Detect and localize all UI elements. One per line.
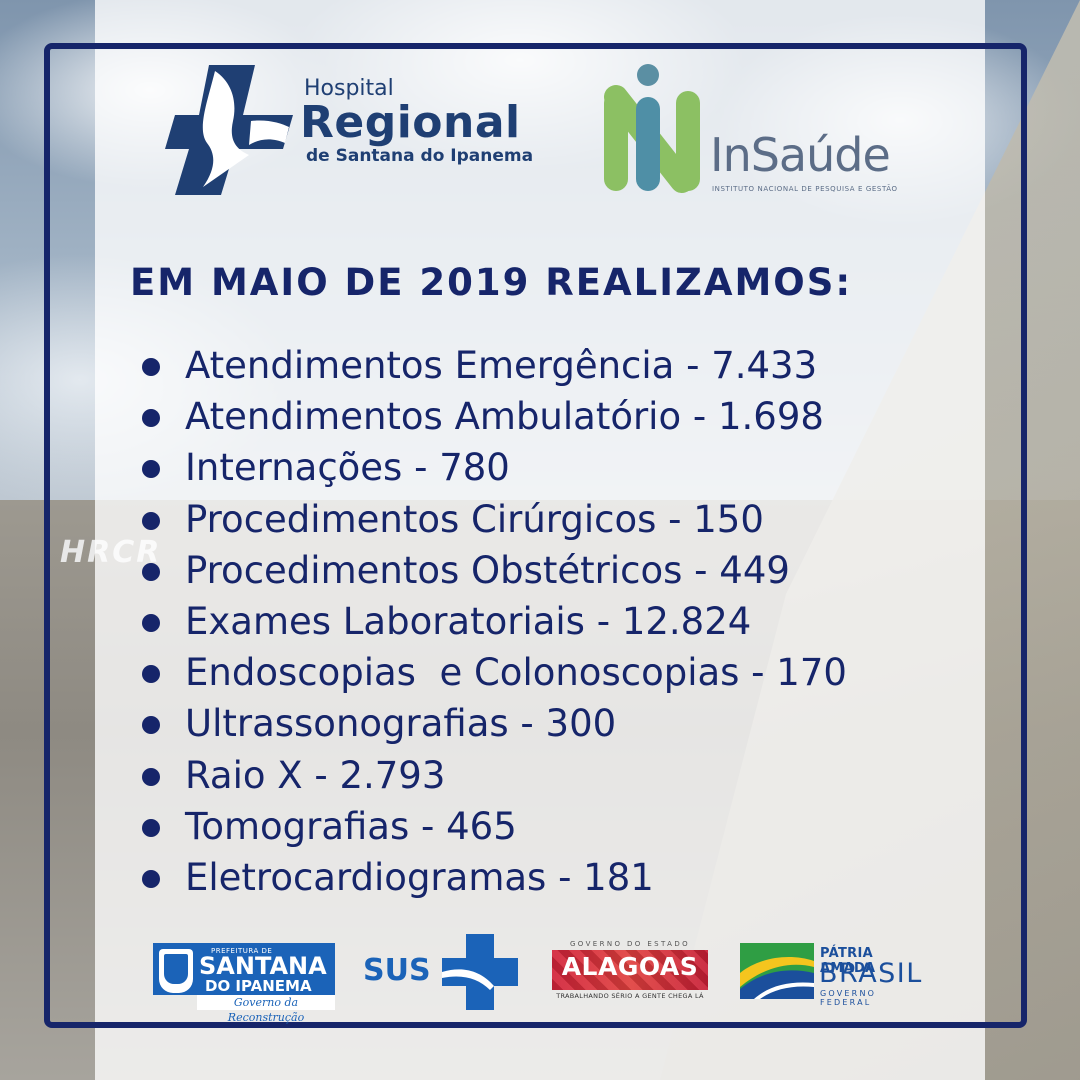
bullet-icon [142, 511, 160, 530]
hospital-name: Hospital Regional de Santana do Ipanema [300, 77, 533, 167]
bullet-icon [142, 818, 160, 837]
santana-city-text: DO IPANEMA [205, 977, 312, 995]
brazil-flag-icon [740, 943, 814, 999]
sus-cross-icon [442, 934, 518, 1010]
stat-text: Procedimentos Obstétricos - 449 [185, 548, 790, 592]
santana-prefeitura-text: PREFEITURA DE [211, 947, 273, 955]
insaude-logo: InSaúde INSTITUTO NACIONAL DE PESQUISA E… [598, 63, 918, 198]
bullet-icon [142, 613, 160, 632]
bullet-icon [142, 716, 160, 735]
list-item: Raio X - 2.793 [140, 750, 847, 801]
stat-text: Procedimentos Cirúrgicos - 150 [185, 497, 764, 541]
insaude-name: InSaúde [710, 128, 891, 182]
stats-list: Atendimentos Emergência - 7.433 Atendime… [140, 340, 847, 903]
list-item: Exames Laboratoriais - 12.824 [140, 596, 847, 647]
hospital-line2: Regional [300, 97, 521, 148]
bullet-icon [142, 562, 160, 581]
alagoas-top-text: GOVERNO DO ESTADO [569, 940, 691, 948]
list-item: Eletrocardiogramas - 181 [140, 852, 847, 903]
sus-text: SUS [363, 953, 431, 988]
bullet-icon [142, 358, 160, 376]
hospital-line1: Hospital [304, 76, 394, 101]
stat-text: Tomografias - 465 [185, 804, 517, 848]
brasil-gov-text: GOVERNO FEDERAL [820, 989, 877, 1007]
insaude-tagline: INSTITUTO NACIONAL DE PESQUISA E GESTÃO [712, 185, 898, 193]
coat-of-arms-icon [159, 949, 193, 993]
bullet-icon [142, 665, 160, 684]
alagoas-logo: GOVERNO DO ESTADO ALAGOAS TRABALHANDO SÉ… [550, 940, 710, 1010]
list-item: Atendimentos Emergência - 7.433 [140, 340, 847, 391]
stat-text: Exames Laboratoriais - 12.824 [185, 599, 752, 643]
list-item: Procedimentos Obstétricos - 449 [140, 545, 847, 596]
stat-text: Atendimentos Ambulatório - 1.698 [185, 395, 824, 439]
list-item: Endoscopias e Colonoscopias - 170 [140, 647, 847, 698]
hospital-regional-logo: Hospital Regional de Santana do Ipanema [163, 63, 563, 198]
list-item: Internações - 780 [140, 442, 847, 493]
alagoas-banner [552, 950, 708, 990]
alagoas-name-text: ALAGOAS [561, 952, 699, 981]
stat-text: Raio X - 2.793 [185, 753, 446, 797]
list-item: Tomografias - 465 [140, 801, 847, 852]
santana-name-text: SANTANA [199, 952, 327, 980]
insaude-mark-icon [604, 64, 700, 193]
santana-motto: Governo da Reconstrução [197, 995, 335, 1024]
bullet-icon [142, 409, 160, 428]
brasil-patria-text: PÁTRIA AMADA [820, 946, 876, 976]
stat-text: Internações - 780 [185, 446, 510, 490]
content-panel [95, 0, 985, 1080]
santana-prefeitura-logo: PREFEITURA DE SANTANA DO IPANEMA Governo… [153, 940, 335, 1024]
headline: EM MAIO DE 2019 REALIZAMOS: [130, 261, 853, 304]
stat-text: Ultrassonografias - 300 [185, 702, 617, 746]
stat-text: Atendimentos Emergência - 7.433 [185, 344, 818, 387]
hospital-line3: de Santana do Ipanema [306, 146, 534, 166]
stat-text: Endoscopias e Colonoscopias - 170 [185, 651, 847, 695]
bullet-icon [142, 767, 160, 786]
list-item: Atendimentos Ambulatório - 1.698 [140, 391, 847, 442]
list-item: Ultrassonografias - 300 [140, 698, 847, 749]
alagoas-slogan: TRABALHANDO SÉRIO A GENTE CHEGA LÁ [556, 992, 704, 1000]
stat-text: Eletrocardiogramas - 181 [185, 855, 654, 899]
sus-logo: SUS [363, 934, 519, 1010]
bullet-icon [142, 869, 160, 888]
brasil-name-text: BRASIL [819, 958, 923, 989]
content-frame [44, 43, 1027, 1028]
governo-federal-logo: PÁTRIA AMADA BRASIL GOVERNO FEDERAL [740, 940, 930, 1010]
santana-logo-box: PREFEITURA DE SANTANA DO IPANEMA [153, 943, 335, 995]
hospital-cross-icon [165, 65, 293, 195]
bullet-icon [142, 460, 160, 479]
list-item: Procedimentos Cirúrgicos - 150 [140, 494, 847, 545]
